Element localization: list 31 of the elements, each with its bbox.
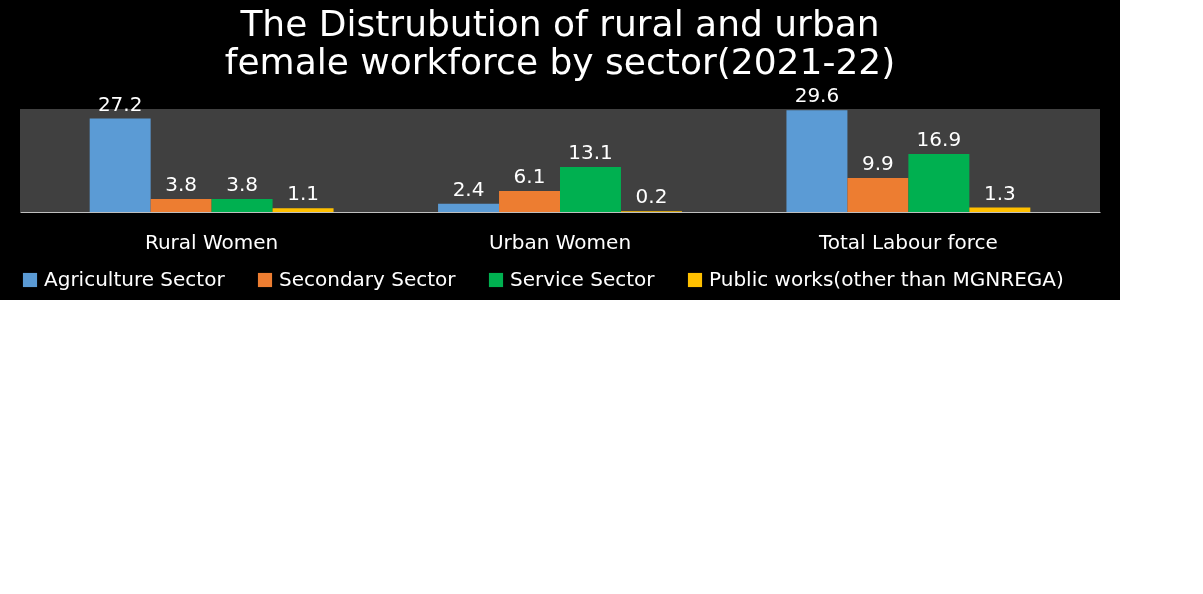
data-label: 9.9: [862, 151, 894, 176]
data-label: 0.2: [635, 184, 668, 209]
data-label: 2.4: [452, 176, 485, 201]
bar: [560, 167, 621, 212]
data-label: 1.3: [983, 180, 1016, 205]
bar: [438, 203, 500, 212]
data-label: 16.9: [916, 126, 962, 151]
bar: [786, 110, 848, 212]
data-label: 13.1: [568, 140, 613, 165]
data-label: 27.2: [97, 91, 143, 116]
bar: [969, 207, 1031, 212]
chart-title: The Distrubution of rural and urban female workforce by sector(2021-22): [224, 3, 896, 83]
bar: [150, 198, 212, 212]
x-tick-label: Rural Women: [144, 229, 279, 254]
bar: [272, 208, 334, 212]
data-label: 29.6: [794, 83, 840, 108]
legend-label: Public works(other than MGNREGA): [709, 267, 1064, 291]
data-label: 3.8: [226, 171, 258, 196]
bar: [211, 198, 273, 212]
x-tick-label: Total Labour force: [817, 229, 998, 254]
bar: [847, 178, 909, 212]
legend-label: Secondary Sector: [279, 267, 457, 291]
legend-label: Agriculture Sector: [44, 267, 226, 291]
data-label: 1.1: [287, 181, 319, 206]
bar: [908, 153, 970, 212]
data-label: 3.8: [165, 171, 198, 196]
bar: [89, 118, 151, 212]
data-label: 6.1: [513, 164, 546, 189]
legend-label: Service Sector: [510, 267, 656, 291]
x-tick-label: Urban Women: [488, 229, 632, 254]
bar: [499, 191, 560, 212]
